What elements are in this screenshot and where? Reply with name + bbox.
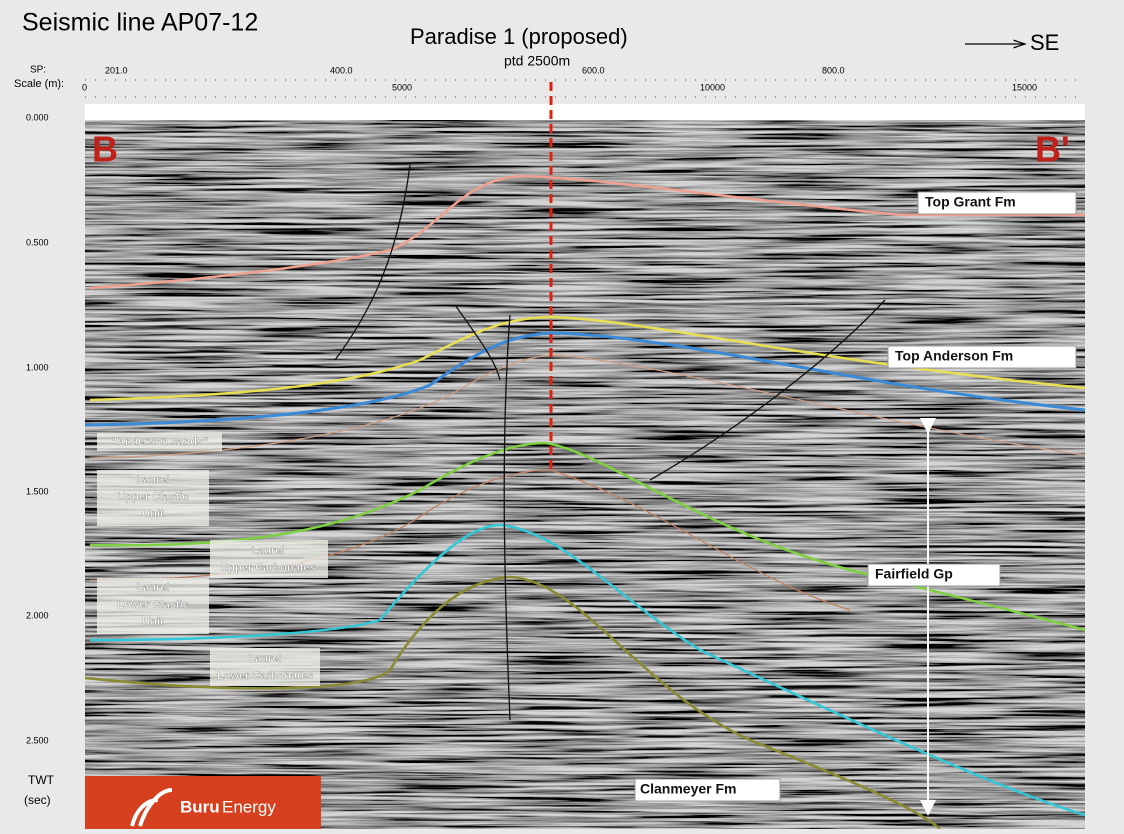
horizon-label: Clanmeyer Fm <box>640 781 736 797</box>
unit-label: Upper Carbonates <box>220 562 315 574</box>
twt-tick: 1.500 <box>26 486 49 496</box>
seismic-texture <box>85 120 1085 829</box>
unit-label: Laurel <box>136 474 169 486</box>
twt-label: TWT <box>28 773 55 787</box>
logo-box <box>85 776 321 829</box>
sp-tick: 400.0 <box>330 65 353 75</box>
scale-tick: 5000 <box>392 82 412 92</box>
unit-label: Lower Carbonates <box>217 670 313 682</box>
unit-label: Laurel <box>136 582 169 594</box>
twt-tick: 0.500 <box>26 237 49 247</box>
faults <box>334 164 886 721</box>
twt-label: (sec) <box>24 793 51 807</box>
horizon-label: Top Grant Fm <box>925 194 1016 210</box>
section-start: B <box>92 129 118 170</box>
sp-tick: 600.0 <box>582 65 605 75</box>
horizon-label: Top Anderson Fm <box>895 348 1013 364</box>
twt-tick: 2.000 <box>26 610 49 620</box>
scale-label: Scale (m): <box>14 78 64 90</box>
section-end: B' <box>1035 129 1070 170</box>
unit-label: Unit <box>142 616 164 628</box>
title: Seismic line AP07-12 <box>22 9 258 37</box>
unit-label: Laurel <box>248 653 281 665</box>
top-strip <box>85 104 1085 120</box>
sp-label: SP: <box>30 65 46 76</box>
well-name: Paradise 1 (proposed) <box>410 24 628 49</box>
scale-tick: 10000 <box>700 82 725 92</box>
unit-boxes <box>97 433 328 686</box>
twt-tick: 2.500 <box>26 735 49 745</box>
twt-tick: 1.000 <box>26 362 49 372</box>
scale-tick: 0 <box>82 82 87 92</box>
unit-label: Upper Clastic <box>118 491 189 503</box>
twt-tick: 0.000 <box>26 112 49 122</box>
logo-suffix: Energy <box>222 797 276 816</box>
direction: SE <box>1030 30 1059 55</box>
sp-tick: 201.0 <box>105 65 128 75</box>
sp-tick: 800.0 <box>822 65 845 75</box>
unit-label: Lower Clastic <box>117 599 189 611</box>
logo-mark <box>130 788 173 827</box>
well-depth: ptd 2500m <box>504 53 570 69</box>
logo-name: Buru <box>180 797 220 816</box>
unit-label: "Anderson sands" <box>112 436 209 448</box>
scale-tick: 15000 <box>1012 82 1037 92</box>
unit-label: Unit <box>142 508 164 520</box>
unit-label: Laurel <box>251 545 284 557</box>
label-boxes <box>634 191 1077 802</box>
axis-ticks <box>85 79 1085 98</box>
horizon-label: Fairfield Gp <box>875 566 953 582</box>
